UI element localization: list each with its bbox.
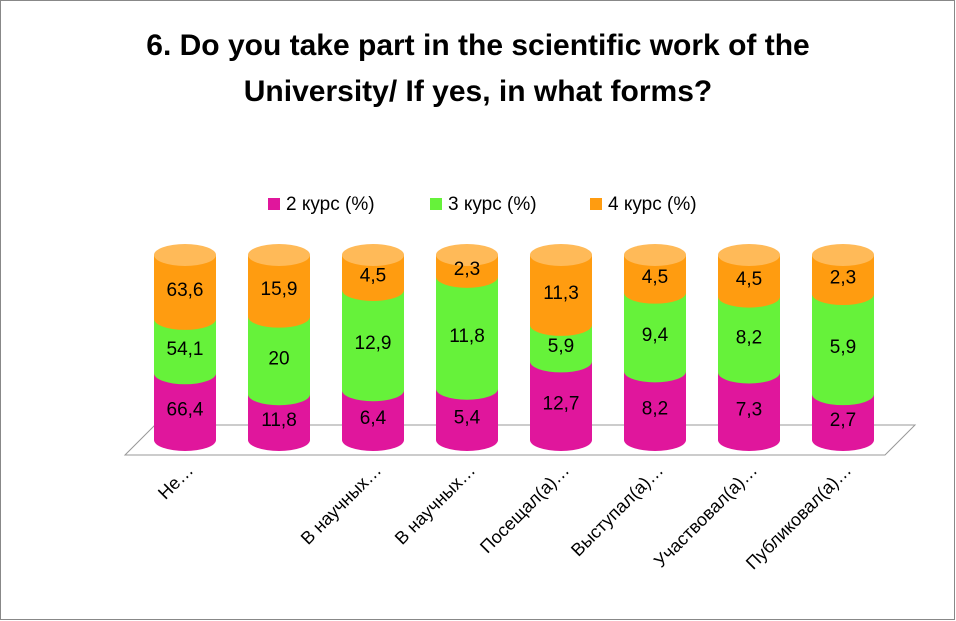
data-label: 5,9 bbox=[548, 336, 574, 357]
floor bbox=[123, 424, 917, 456]
legend-label: 4 курс (%) bbox=[608, 194, 697, 215]
data-label: 2,3 bbox=[830, 268, 856, 289]
legend-label: 2 курс (%) bbox=[286, 194, 375, 215]
data-label: 5,4 bbox=[454, 407, 481, 428]
data-label: 9,4 bbox=[642, 325, 669, 346]
cylinder-segment bbox=[624, 255, 686, 304]
data-label: 11,8 bbox=[261, 410, 297, 431]
cylinder-segment bbox=[718, 296, 780, 384]
cylinder-segment bbox=[718, 255, 780, 308]
cylinder-top bbox=[624, 244, 686, 266]
data-label: 11,3 bbox=[543, 283, 579, 304]
cylinder-segment bbox=[154, 255, 216, 330]
data-label: 8,2 bbox=[736, 328, 762, 349]
cylinder-segment bbox=[436, 276, 498, 400]
cylinder-segment bbox=[530, 255, 592, 336]
data-label: 11,8 bbox=[449, 326, 485, 347]
cylinder-segment bbox=[812, 255, 874, 306]
cylinder-segment bbox=[154, 318, 216, 385]
data-label: 4,5 bbox=[642, 267, 668, 288]
data-label: 4,5 bbox=[360, 266, 386, 287]
cylinder-top bbox=[248, 244, 310, 266]
data-label: 54,1 bbox=[167, 339, 204, 360]
cylinder-segment bbox=[530, 361, 592, 451]
chart-title: University/ If yes, in what forms? bbox=[244, 75, 712, 108]
cylinder-segment bbox=[342, 289, 404, 402]
data-label: 5,9 bbox=[830, 337, 856, 358]
legend-swatch bbox=[268, 198, 280, 210]
data-label: 63,6 bbox=[167, 280, 204, 301]
cylinder-top bbox=[436, 244, 498, 266]
cylinder-segment bbox=[248, 255, 310, 328]
cylinder-segment bbox=[530, 324, 592, 373]
cylinder-segment bbox=[342, 390, 404, 451]
cylinder-top bbox=[342, 244, 404, 266]
data-label: 8,2 bbox=[642, 399, 668, 420]
data-label: 20 bbox=[268, 348, 289, 369]
cylinder-segment bbox=[624, 292, 686, 383]
cylinder-segment bbox=[718, 372, 780, 451]
data-label: 7,3 bbox=[736, 399, 762, 420]
data-label: 4,5 bbox=[736, 269, 762, 290]
data-label: 66,4 bbox=[167, 400, 204, 421]
legend-swatch bbox=[590, 198, 602, 210]
cylinder-segment bbox=[248, 394, 310, 451]
cylinder-segment bbox=[342, 255, 404, 301]
cylinder-segment bbox=[812, 394, 874, 451]
cylinder-segment bbox=[248, 316, 310, 406]
data-label: 15,9 bbox=[261, 279, 298, 300]
data-label: 12,9 bbox=[355, 333, 392, 354]
legend-label: 3 курс (%) bbox=[448, 194, 537, 215]
cylinder-top bbox=[718, 244, 780, 266]
cylinder-segment bbox=[812, 294, 874, 406]
data-label: 6,4 bbox=[360, 408, 387, 429]
data-label: 12,7 bbox=[543, 394, 580, 415]
legend-swatch bbox=[430, 198, 442, 210]
cylinder-top bbox=[154, 244, 216, 266]
chart-title: 6. Do you take part in the scientific wo… bbox=[146, 29, 809, 62]
cylinder-segment bbox=[624, 371, 686, 451]
cylinder-top bbox=[530, 244, 592, 266]
cylinder-segment bbox=[154, 373, 216, 451]
data-label: 2,3 bbox=[454, 259, 480, 280]
cylinder-segment bbox=[436, 388, 498, 451]
data-label: 2,7 bbox=[830, 410, 856, 431]
cylinder-top bbox=[812, 244, 874, 266]
